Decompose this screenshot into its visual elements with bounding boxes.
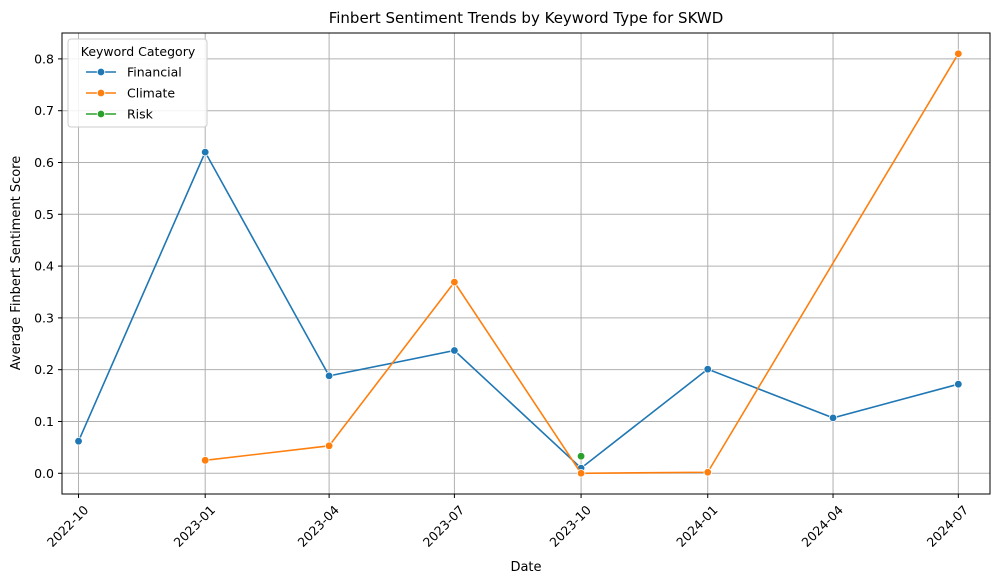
- x-axis-label: Date: [510, 560, 541, 575]
- series-line: [205, 53, 960, 475]
- y-tick-label: 0.4: [34, 259, 54, 274]
- legend: Keyword Category Financial Climate Risk: [67, 38, 208, 128]
- data-point: [576, 469, 586, 478]
- x-tick-label: 2023-04: [294, 502, 342, 550]
- legend-label: Financial: [127, 65, 182, 80]
- data-point: [703, 468, 712, 477]
- data-point: [324, 371, 334, 381]
- series-layer: [74, 49, 963, 478]
- data-point: [828, 413, 838, 423]
- plot-frame: [61, 32, 991, 495]
- x-tick-label: 2023-07: [420, 502, 468, 550]
- y-tick-label: 0.0: [34, 466, 54, 481]
- y-tick-label: 0.8: [34, 51, 54, 66]
- series-risk: [576, 451, 586, 461]
- legend-label: Risk: [127, 107, 154, 122]
- y-tick-label: 0.3: [34, 310, 54, 325]
- x-tick-label: 2023-01: [171, 502, 219, 550]
- y-tick-label: 0.7: [34, 103, 54, 118]
- y-tick-label: 0.6: [34, 155, 54, 170]
- y-axis-label: Average Finbert Sentiment Score: [9, 156, 24, 370]
- y-tick-label: 0.1: [34, 414, 54, 429]
- data-point: [703, 364, 712, 374]
- data-point: [954, 49, 963, 58]
- legend-marker: [96, 88, 106, 98]
- x-axis: 2022-10 2023-01 2023-04 2023-07 2023-10 2024-…: [44, 494, 971, 550]
- data-point: [450, 277, 459, 287]
- chart-title: Finbert Sentiment Trends by Keyword Type…: [329, 9, 724, 27]
- legend-label: Climate: [127, 86, 175, 101]
- data-point: [324, 441, 334, 451]
- x-tick-label: 2024-01: [673, 502, 721, 550]
- data-point: [200, 456, 210, 465]
- data-point: [954, 379, 963, 389]
- legend-marker: [96, 67, 106, 77]
- legend-box: [67, 38, 208, 128]
- data-point: [576, 451, 586, 461]
- legend-marker: [96, 109, 106, 119]
- y-tick-label: 0.2: [34, 362, 54, 377]
- legend-title: Keyword Category: [81, 44, 196, 59]
- x-tick-label: 2023-10: [546, 502, 594, 550]
- data-point: [450, 346, 459, 355]
- y-axis: 0.0 0.1 0.2 0.3 0.4 0.5 0.6 0.7 0.8: [34, 51, 62, 481]
- x-tick-label: 2024-07: [924, 502, 972, 550]
- y-tick-label: 0.5: [34, 207, 54, 222]
- series-climate: [200, 49, 963, 478]
- grid: [62, 33, 990, 494]
- x-tick-label: 2024-04: [798, 502, 846, 550]
- series-financial: [74, 147, 963, 473]
- x-tick-label: 2022-10: [44, 502, 92, 550]
- series-line: [77, 150, 959, 470]
- data-point: [74, 436, 83, 446]
- data-point: [200, 147, 210, 157]
